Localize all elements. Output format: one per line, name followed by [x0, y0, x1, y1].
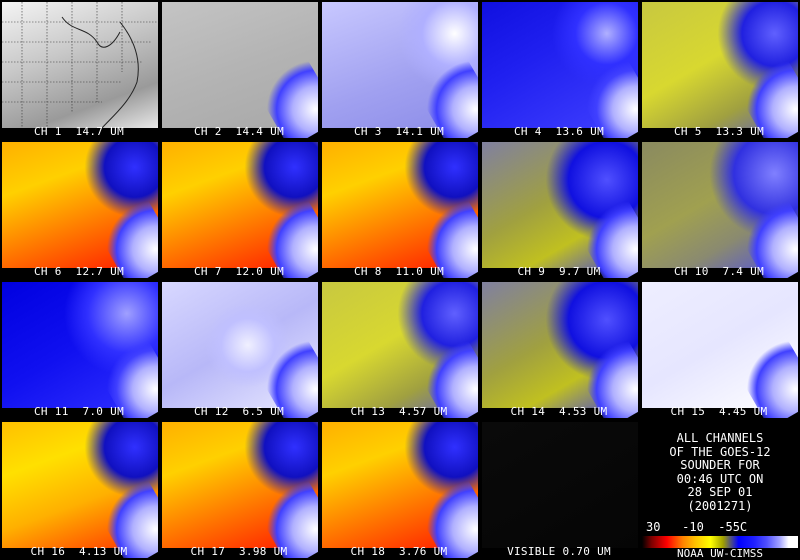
- info-line: OF THE GOES-12: [669, 444, 771, 459]
- channel-caption: CH 12 6.5 UM: [194, 405, 284, 418]
- channel-caption: CH 2 14.4 UM: [194, 125, 284, 138]
- channel-caption: CH 18 3.76 UM: [350, 545, 448, 558]
- satellite-image: [162, 2, 318, 138]
- channel-panel: CH 10 7.4 UM: [640, 140, 798, 278]
- channel-caption: CH 15 4.45 UM: [670, 405, 768, 418]
- satellite-image: [2, 2, 158, 129]
- channel-caption: VISIBLE 0.70 UM: [507, 545, 611, 558]
- channel-caption: CH 6 12.7 UM: [34, 265, 124, 278]
- info-line: ALL CHANNELS: [676, 431, 764, 445]
- satellite-image: [322, 422, 478, 558]
- satellite-image: [322, 2, 478, 138]
- channel-caption: CH 17 3.98 UM: [190, 545, 288, 558]
- satellite-image: [482, 282, 638, 418]
- satellite-image: [2, 142, 158, 278]
- channel-caption: CH 13 4.57 UM: [350, 405, 448, 418]
- info-line: (2001271): [687, 498, 753, 513]
- credit-text: NOAA UW-CIMSS: [676, 547, 764, 560]
- info-text: ALL CHANNELS OF THE GOES-12 SOUNDER FOR …: [640, 431, 800, 513]
- satellite-image: [482, 422, 638, 548]
- satellite-image: [642, 2, 798, 138]
- channel-caption: CH 3 14.1 UM: [354, 125, 444, 138]
- channel-panel: CH 5 13.3 UM: [640, 0, 798, 138]
- channel-panel: CH 3 14.1 UM: [320, 0, 478, 138]
- channel-panel: CH 7 12.0 UM: [160, 140, 318, 278]
- info-line: 28 SEP 01: [687, 485, 753, 499]
- info-line: SOUNDER FOR: [680, 458, 760, 472]
- channel-caption: CH 9 9.7 UM: [517, 265, 601, 278]
- state-borders-map: [2, 2, 158, 129]
- info-line: 00:46 UTC ON: [676, 471, 764, 486]
- satellite-image: [642, 142, 798, 278]
- channel-panel: CH 16 4.13 UM: [0, 420, 158, 558]
- channel-panel: CH 17 3.98 UM: [160, 420, 318, 558]
- satellite-image: [482, 142, 638, 278]
- channel-panel: CH 2 14.4 UM: [160, 0, 318, 138]
- temperature-scale-labels: 30 -10 -55C: [646, 520, 748, 534]
- satellite-image: [162, 422, 318, 558]
- channel-panel: CH 15 4.45 UM: [640, 280, 798, 418]
- satellite-image: [322, 142, 478, 278]
- channel-caption: CH 10 7.4 UM: [674, 265, 764, 278]
- channel-caption: CH 11 7.0 UM: [34, 405, 124, 418]
- channel-panel: CH 6 12.7 UM: [0, 140, 158, 278]
- channel-panel: CH 12 6.5 UM: [160, 280, 318, 418]
- info-panel: ALL CHANNELS OF THE GOES-12 SOUNDER FOR …: [640, 420, 800, 560]
- channel-caption: CH 4 13.6 UM: [514, 125, 604, 138]
- satellite-image: [2, 282, 158, 418]
- channel-panel: CH 13 4.57 UM: [320, 280, 478, 418]
- satellite-image: [162, 142, 318, 278]
- channel-panel: CH 14 4.53 UM: [480, 280, 638, 418]
- channel-caption: CH 7 12.0 UM: [194, 265, 284, 278]
- temperature-colorbar: [642, 536, 798, 548]
- channel-panel: CH 11 7.0 UM: [0, 280, 158, 418]
- channel-panel: CH 4 13.6 UM: [480, 0, 638, 138]
- channel-caption: CH 8 11.0 UM: [354, 265, 444, 278]
- satellite-image: [642, 282, 798, 418]
- channel-caption: CH 1 14.7 UM: [34, 125, 124, 138]
- channel-panel: VISIBLE 0.70 UM: [480, 420, 638, 558]
- channel-caption: CH 14 4.53 UM: [510, 405, 608, 418]
- channel-caption: CH 16 4.13 UM: [30, 545, 128, 558]
- satellite-image: [482, 2, 638, 138]
- satellite-image: [322, 282, 478, 418]
- channel-panel: CH 1 14.7 UM: [0, 0, 158, 138]
- channel-panel: CH 8 11.0 UM: [320, 140, 478, 278]
- satellite-image: [162, 282, 318, 418]
- channel-panel: CH 18 3.76 UM: [320, 420, 478, 558]
- satellite-image: [2, 422, 158, 558]
- channel-caption: CH 5 13.3 UM: [674, 125, 764, 138]
- channel-panel: CH 9 9.7 UM: [480, 140, 638, 278]
